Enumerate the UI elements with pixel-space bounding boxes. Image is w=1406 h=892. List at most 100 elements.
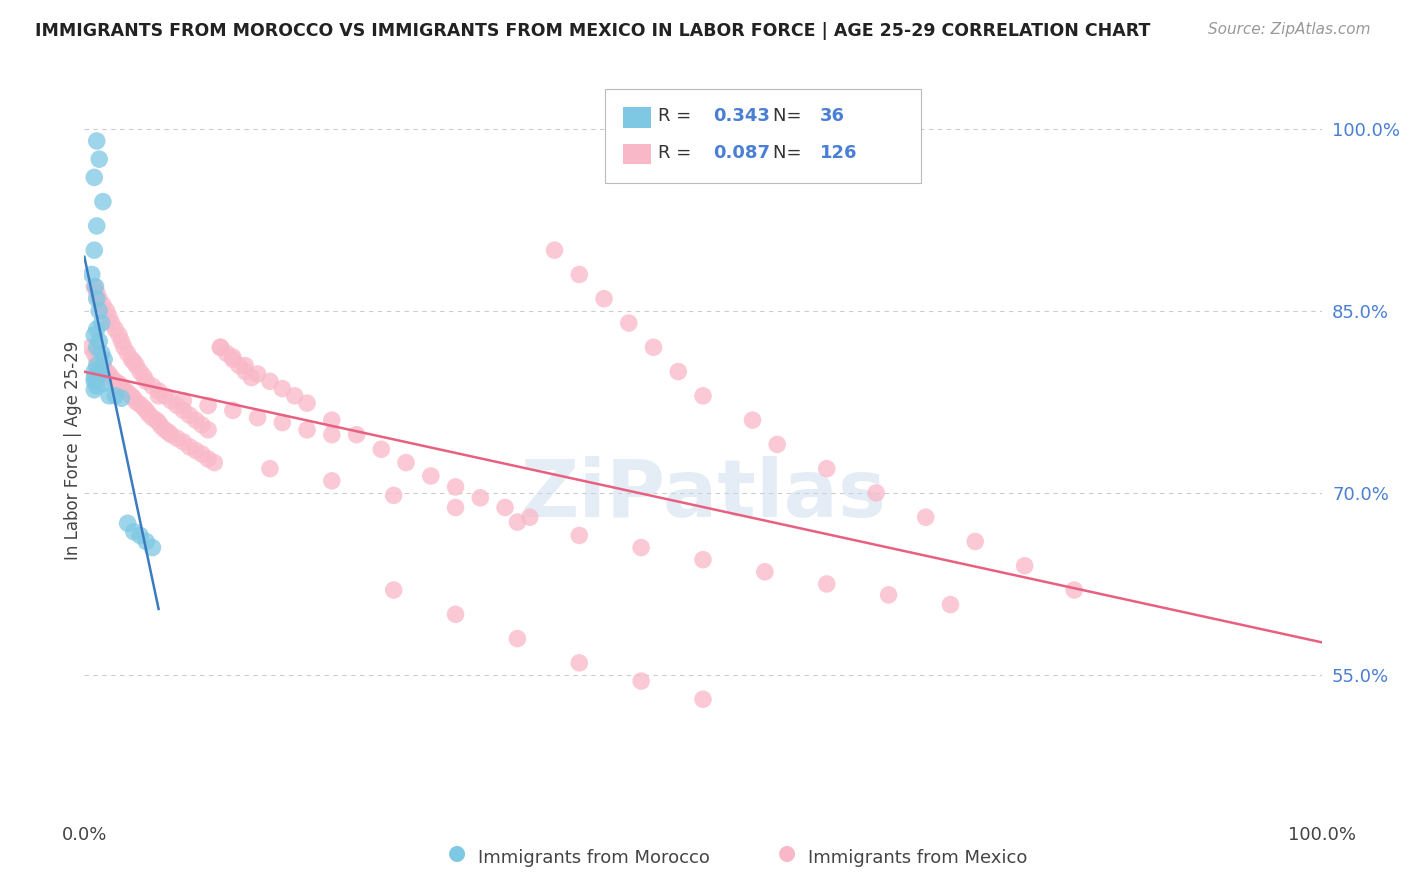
Point bbox=[84, 279, 107, 293]
Point bbox=[104, 374, 127, 388]
Point bbox=[259, 374, 281, 388]
Point bbox=[184, 413, 207, 427]
Point bbox=[815, 461, 838, 475]
Point bbox=[160, 427, 183, 442]
Point bbox=[197, 423, 219, 437]
Text: Immigrants from Mexico: Immigrants from Mexico bbox=[808, 849, 1028, 867]
Point bbox=[202, 456, 225, 470]
Point bbox=[89, 367, 111, 381]
Point bbox=[419, 469, 441, 483]
Point bbox=[506, 632, 529, 646]
Point bbox=[91, 298, 114, 312]
Point bbox=[89, 292, 111, 306]
Point bbox=[86, 379, 108, 393]
Point bbox=[122, 524, 145, 539]
Point bbox=[86, 134, 108, 148]
Text: 126: 126 bbox=[820, 144, 858, 161]
Point bbox=[83, 328, 105, 343]
Point bbox=[112, 340, 135, 354]
Point bbox=[117, 346, 139, 360]
Point bbox=[91, 194, 114, 209]
Point bbox=[86, 322, 108, 336]
Point bbox=[100, 316, 122, 330]
Point bbox=[519, 510, 541, 524]
Point bbox=[346, 427, 368, 442]
Point bbox=[568, 528, 591, 542]
Point bbox=[209, 340, 232, 354]
Point bbox=[643, 340, 665, 354]
Point bbox=[172, 434, 194, 449]
Point bbox=[141, 541, 163, 555]
Point bbox=[766, 437, 789, 451]
Text: ●: ● bbox=[449, 843, 465, 863]
Text: Immigrants from Morocco: Immigrants from Morocco bbox=[478, 849, 710, 867]
Point bbox=[89, 152, 111, 166]
Point bbox=[86, 340, 108, 354]
Point bbox=[108, 376, 131, 391]
Point bbox=[444, 500, 467, 515]
Point bbox=[135, 403, 157, 417]
Point bbox=[692, 552, 714, 566]
Text: R =: R = bbox=[658, 107, 697, 125]
Point bbox=[444, 480, 467, 494]
Point bbox=[939, 598, 962, 612]
Point bbox=[120, 352, 142, 367]
Point bbox=[141, 379, 163, 393]
Point bbox=[141, 410, 163, 425]
Point bbox=[271, 382, 294, 396]
Point bbox=[86, 285, 108, 300]
Text: R =: R = bbox=[658, 144, 697, 161]
Point bbox=[172, 403, 194, 417]
Point bbox=[145, 413, 167, 427]
Point bbox=[1063, 582, 1085, 597]
Point bbox=[222, 352, 245, 367]
Point bbox=[98, 367, 121, 381]
Point bbox=[86, 359, 108, 373]
Point bbox=[83, 346, 105, 360]
Point bbox=[98, 310, 121, 324]
Point bbox=[321, 474, 343, 488]
Point bbox=[104, 389, 127, 403]
Point bbox=[100, 370, 122, 384]
Point bbox=[117, 385, 139, 400]
Point bbox=[321, 427, 343, 442]
Point bbox=[122, 391, 145, 405]
Text: 36: 36 bbox=[820, 107, 845, 125]
Point bbox=[754, 565, 776, 579]
Point bbox=[150, 419, 173, 434]
Point bbox=[914, 510, 936, 524]
Point bbox=[568, 656, 591, 670]
Point bbox=[506, 515, 529, 529]
Point bbox=[125, 395, 148, 409]
Point bbox=[692, 389, 714, 403]
Point bbox=[104, 322, 127, 336]
Point bbox=[86, 367, 108, 381]
Point bbox=[110, 391, 132, 405]
Point bbox=[382, 582, 405, 597]
Point bbox=[96, 365, 118, 379]
Point bbox=[112, 383, 135, 397]
Point bbox=[91, 359, 114, 373]
Point bbox=[191, 447, 214, 461]
Point bbox=[96, 304, 118, 318]
Point bbox=[295, 396, 318, 410]
Point bbox=[215, 346, 238, 360]
Point bbox=[160, 393, 183, 408]
Point bbox=[83, 374, 105, 388]
Point bbox=[110, 379, 132, 393]
Point bbox=[209, 340, 232, 354]
Point bbox=[172, 393, 194, 408]
Point bbox=[865, 486, 887, 500]
Point bbox=[132, 401, 155, 415]
Point bbox=[135, 534, 157, 549]
Point bbox=[79, 340, 101, 354]
Point bbox=[110, 334, 132, 349]
Point bbox=[444, 607, 467, 622]
Point bbox=[246, 367, 269, 381]
Point bbox=[630, 674, 652, 689]
Point bbox=[370, 442, 392, 457]
Text: N=: N= bbox=[773, 144, 807, 161]
Text: 0.087: 0.087 bbox=[713, 144, 770, 161]
Point bbox=[93, 352, 115, 367]
Point bbox=[630, 541, 652, 555]
